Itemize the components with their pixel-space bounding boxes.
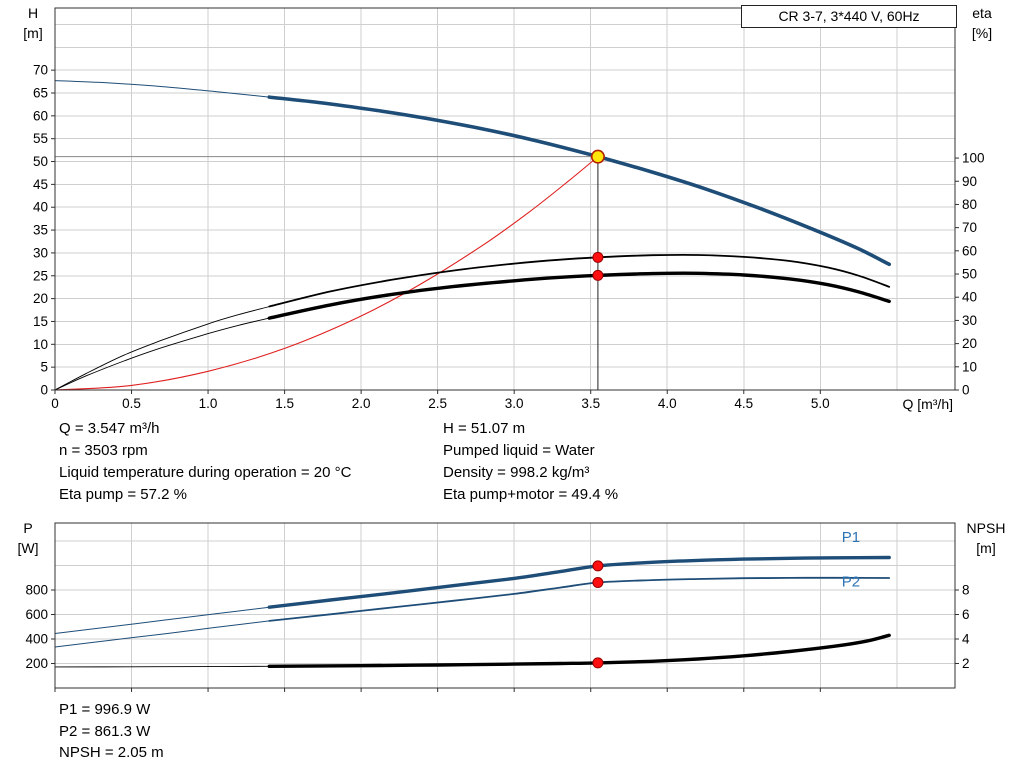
npsh-curve — [267, 633, 891, 669]
annotation-pumped-liquid: Pumped liquid = Water — [443, 442, 595, 459]
right-axis-title: [m] — [976, 540, 995, 556]
gridlines — [55, 8, 955, 390]
tick-label: 0 — [962, 383, 970, 398]
tick-label: 3.0 — [505, 396, 524, 411]
tick-label: 2.5 — [428, 396, 447, 411]
tick-label: 1.0 — [199, 396, 218, 411]
tick-label: 35 — [33, 223, 48, 238]
p1-curve-lead — [54, 606, 270, 634]
right-axis-title: NPSH — [967, 520, 1006, 536]
p2-curve-label: P2 — [842, 573, 860, 590]
eta-pump-curve-lead — [54, 306, 270, 391]
annotation-flow: Q = 3.547 m³/h — [59, 420, 160, 437]
annotation-density: Density = 998.2 kg/m³ — [443, 464, 590, 481]
duty-annotations-left: Q = 3.547 m³/h n = 3503 rpm Liquid tempe… — [59, 420, 351, 508]
tick-label: 1.5 — [275, 396, 294, 411]
tick-label: 45 — [33, 177, 48, 192]
plot-frame — [54, 7, 956, 391]
annotation-p1: P1 = 996.9 W — [59, 701, 151, 718]
annotation-head: H = 51.07 m — [443, 420, 526, 437]
p1-curve — [267, 555, 891, 609]
tick-label: 2 — [962, 656, 970, 671]
annotation-eta-pump: Eta pump = 57.2 % — [59, 486, 187, 503]
head-curve — [267, 95, 891, 267]
tick-label: 10 — [33, 337, 48, 352]
tick-label: 15 — [33, 314, 48, 329]
tick-label: 50 — [962, 267, 977, 282]
eta-pump-duty-dot — [592, 251, 604, 263]
tick-label: 4.0 — [658, 396, 677, 411]
annotation-liquid-temperature: Liquid temperature during operation = 20… — [59, 464, 352, 481]
left-axis-title: H — [28, 5, 38, 21]
annotation-npsh: NPSH = 2.05 m — [59, 744, 164, 761]
duty-annotations-right: H = 51.07 m Pumped liquid = Water Densit… — [443, 420, 618, 508]
tick-label: 10 — [962, 359, 977, 374]
chart-area-1: 200 400 600 800 2 4 6 8 P [W] NPSH [m] P1 P2 — [18, 520, 1006, 692]
tick-label: 20 — [962, 336, 977, 351]
npsh-duty-dot — [592, 657, 604, 669]
eta-pump-curve — [268, 253, 891, 308]
left-axis-title: [m] — [23, 25, 42, 41]
right-axis-title: eta — [972, 5, 992, 21]
tick-label: 0.5 — [122, 396, 141, 411]
tick-label: 30 — [962, 313, 977, 328]
tick-label: 65 — [33, 85, 48, 100]
eta-pump-motor-duty-dot — [592, 269, 604, 281]
tick-label: 3.5 — [581, 396, 600, 411]
tick-label: 200 — [25, 656, 48, 671]
gridlines — [55, 523, 955, 688]
tick-label: 50 — [33, 154, 48, 169]
tick-label: 4 — [962, 632, 970, 647]
tick-label: 70 — [33, 63, 48, 78]
tick-label: 0 — [40, 383, 48, 398]
eta-pump-motor-curve-lead — [54, 317, 270, 391]
tick-label: 80 — [962, 197, 977, 212]
tick-label: 90 — [962, 174, 977, 189]
p2-curve-lead — [54, 620, 270, 648]
tick-label: 0 — [51, 396, 59, 411]
tick-label: 400 — [25, 632, 48, 647]
tick-label: 55 — [33, 131, 48, 146]
tick-label: 800 — [25, 583, 48, 598]
npsh-curve-lead — [54, 665, 270, 668]
tick-label: 40 — [962, 290, 977, 305]
duty-point-marker[interactable] — [590, 149, 605, 164]
tick-label: 4.5 — [734, 396, 753, 411]
system-curve — [54, 156, 599, 391]
tick-label: 40 — [33, 200, 48, 215]
left-axis-title: [W] — [18, 540, 39, 556]
tick-label: 30 — [33, 245, 48, 260]
tick-label: 25 — [33, 268, 48, 283]
tick-label: 60 — [33, 108, 48, 123]
tick-label: 70 — [962, 220, 977, 235]
plot-frame — [54, 522, 956, 689]
annotation-eta-pump-motor: Eta pump+motor = 49.4 % — [443, 486, 619, 503]
tick-label: 60 — [962, 243, 977, 258]
tick-label: 5.0 — [811, 396, 830, 411]
tick-label: 5 — [40, 360, 48, 375]
tick-label: 2.0 — [352, 396, 371, 411]
tick-label: 6 — [962, 607, 970, 622]
eta-pump-motor-curve — [267, 271, 891, 320]
p1-curve-label: P1 — [842, 529, 860, 546]
annotation-p2: P2 = 861.3 W — [59, 722, 151, 740]
tick-label: 600 — [25, 607, 48, 622]
pump-model-title: CR 3-7, 3*440 V, 60Hz — [741, 5, 957, 28]
p2-duty-dot — [592, 576, 604, 588]
head-curve-lead — [54, 80, 270, 98]
left-axis-title: P — [23, 520, 32, 536]
p1-duty-dot — [592, 560, 604, 572]
right-axis-title: [%] — [972, 25, 992, 41]
tick-label: 8 — [962, 583, 970, 598]
chart-area-0: 0 0.5 1.0 1.5 2.0 2.5 3.0 3.5 4.0 4.5 5.0 0 5 10 15 20 2… — [23, 5, 992, 412]
tick-label: 20 — [33, 291, 48, 306]
annotation-speed: n = 3503 rpm — [59, 442, 148, 459]
power-annotations: P1 = 996.9 W P2 = 861.3 W NPSH = 2.05 m — [59, 701, 164, 766]
x-axis-title: Q [m³/h] — [902, 396, 953, 412]
tick-label: 100 — [962, 151, 985, 166]
